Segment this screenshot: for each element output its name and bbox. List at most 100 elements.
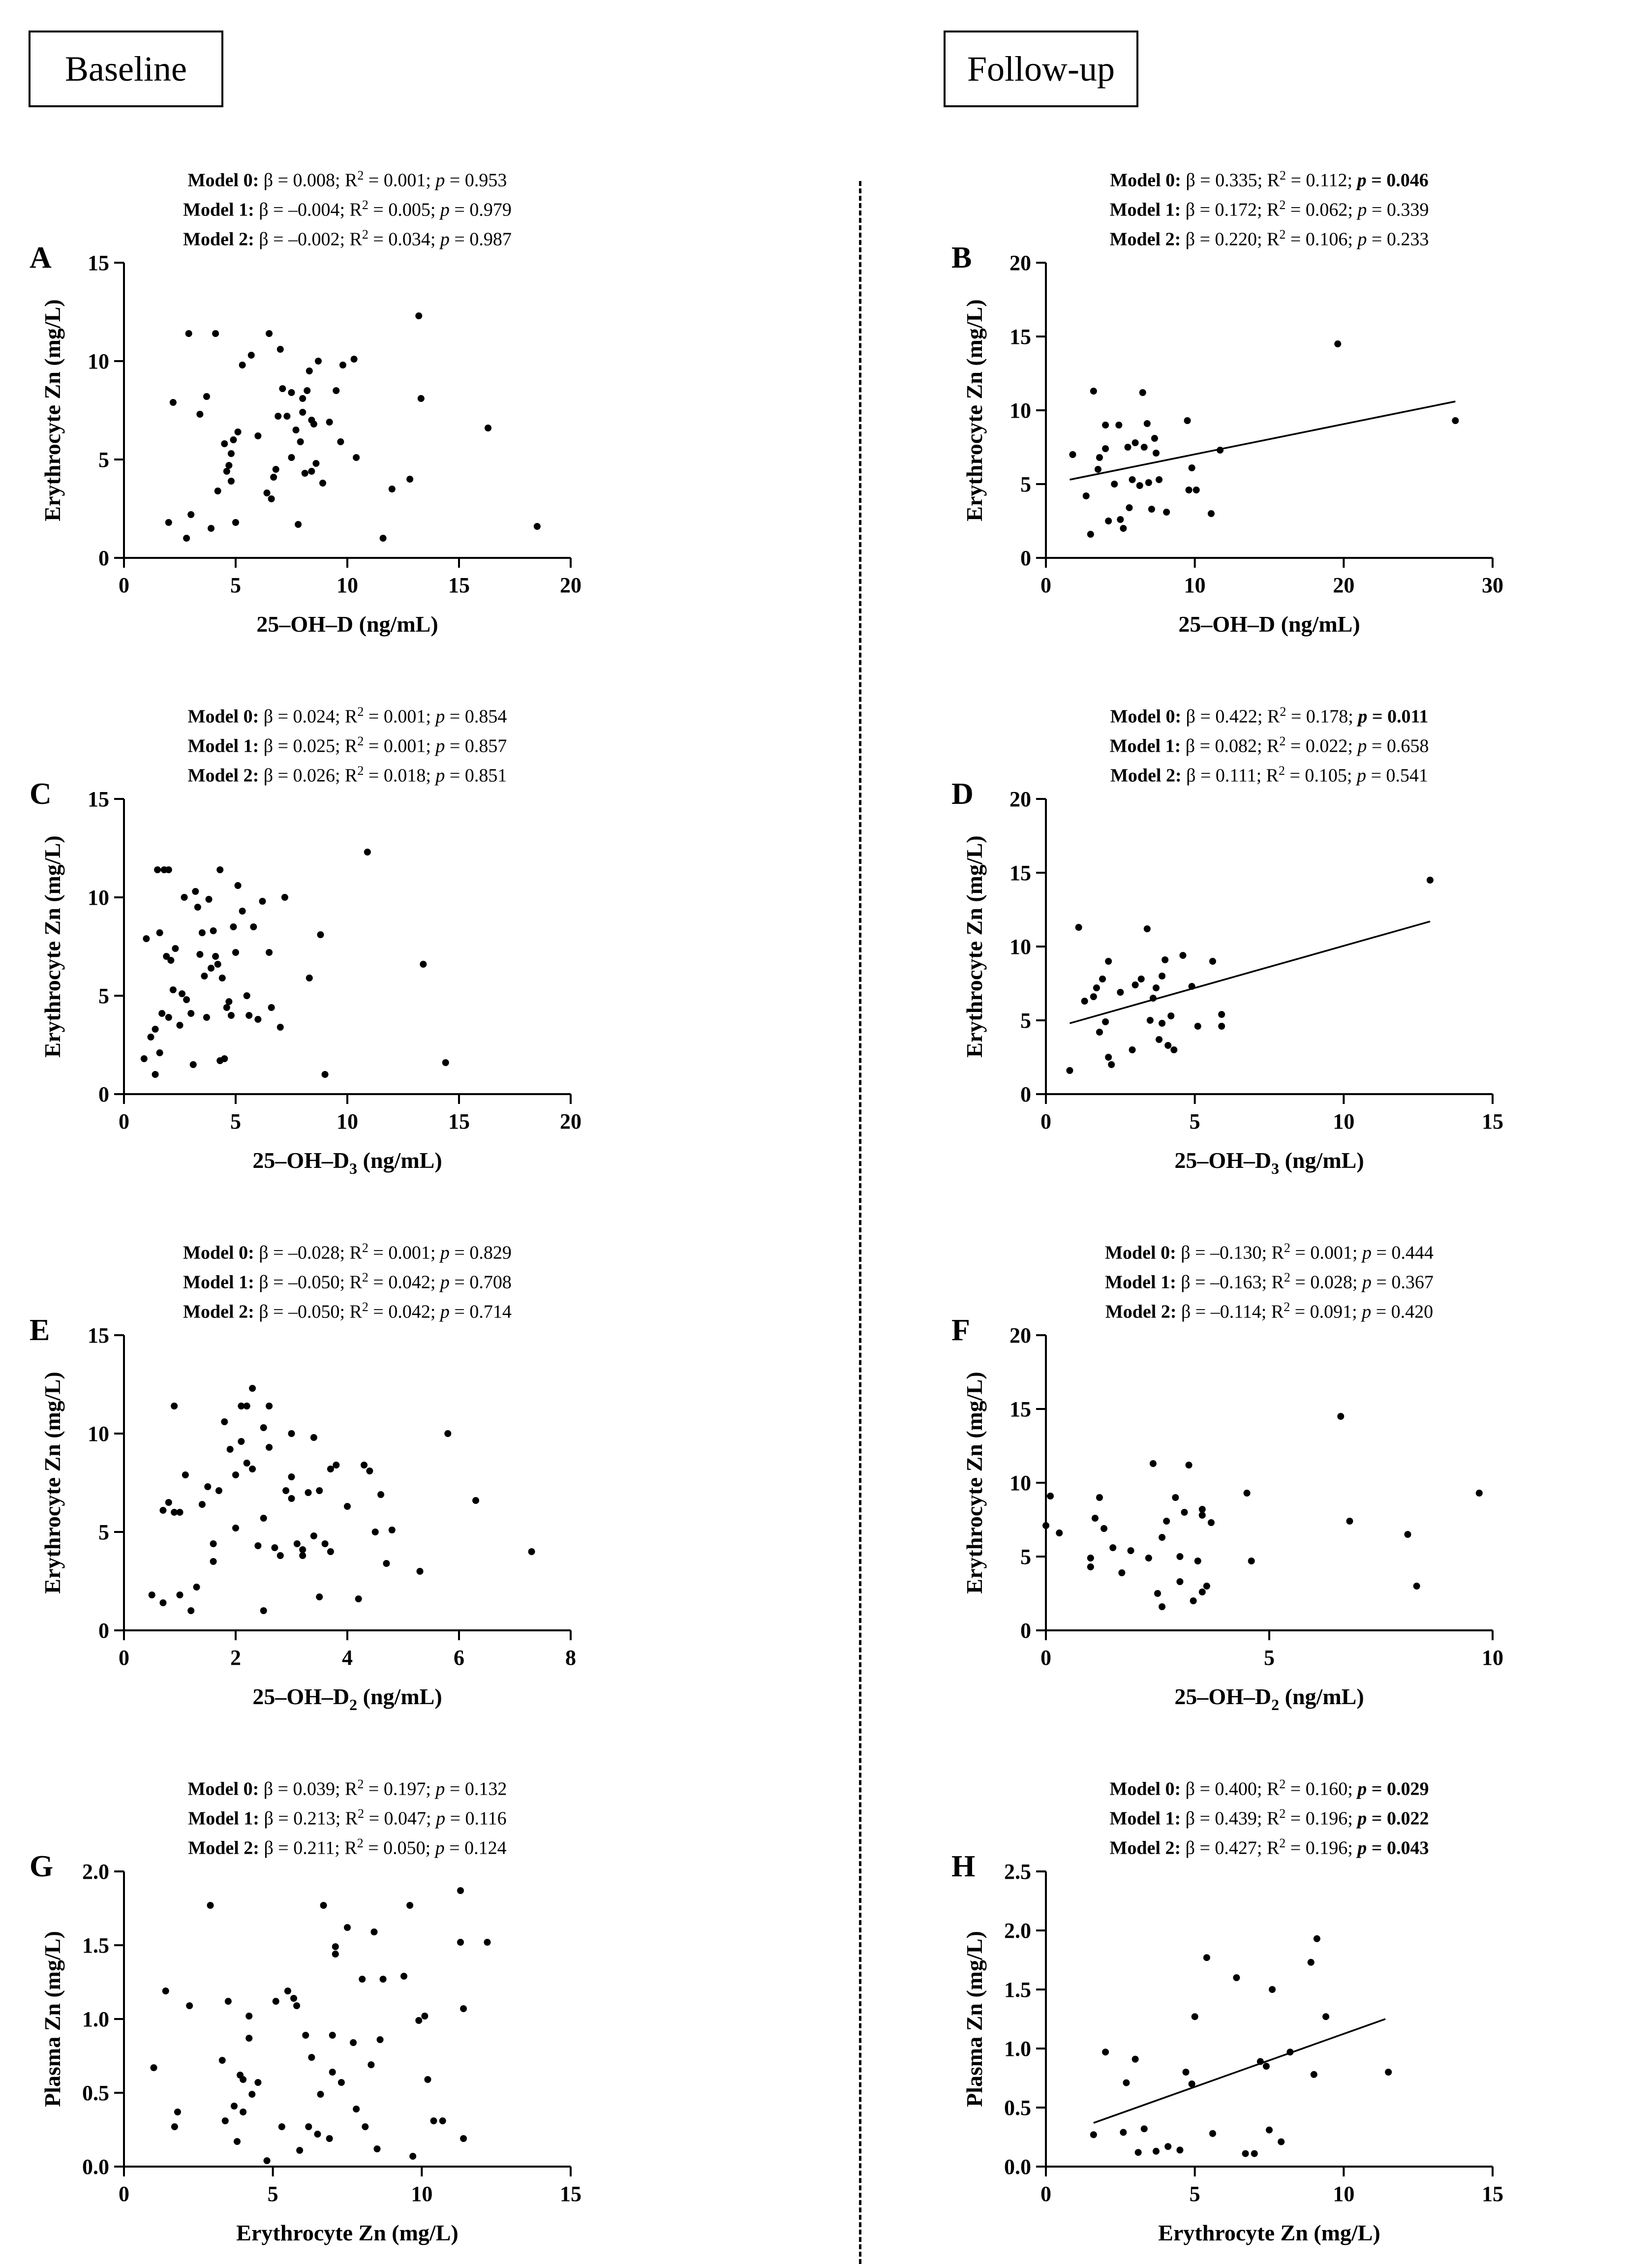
x-tick-label-E: 8 bbox=[565, 1646, 576, 1670]
data-point-G bbox=[174, 2109, 181, 2115]
data-point-F bbox=[1243, 1490, 1251, 1497]
data-point-H bbox=[1203, 1954, 1210, 1961]
y-tick-label-C: 5 bbox=[98, 984, 109, 1008]
data-point-G bbox=[320, 1902, 327, 1909]
data-point-F bbox=[1042, 1522, 1049, 1529]
data-point-G bbox=[400, 1973, 408, 1980]
data-point-E bbox=[371, 1529, 379, 1535]
data-point-D bbox=[1099, 976, 1106, 982]
data-point-C bbox=[276, 1024, 284, 1031]
data-point-C bbox=[245, 1012, 253, 1019]
data-point-G bbox=[329, 2032, 336, 2039]
data-point-C bbox=[194, 904, 201, 911]
data-point-G bbox=[409, 2153, 417, 2160]
data-point-E bbox=[210, 1540, 217, 1547]
y-tick-label-E: 10 bbox=[88, 1422, 109, 1446]
data-point-F bbox=[1176, 1553, 1184, 1560]
data-point-C bbox=[196, 951, 204, 958]
data-point-D bbox=[1090, 993, 1097, 1000]
data-point-C bbox=[165, 1014, 172, 1021]
data-point-G bbox=[240, 2076, 247, 2083]
y-tick-label-G: 0.5 bbox=[82, 2081, 109, 2105]
data-point-C bbox=[214, 961, 221, 968]
data-point-E bbox=[416, 1568, 424, 1575]
data-point-E bbox=[293, 1540, 301, 1547]
data-point-D bbox=[1188, 983, 1195, 990]
regression-line-H bbox=[1093, 2018, 1386, 2124]
data-point-D bbox=[1105, 1054, 1112, 1061]
data-point-E bbox=[361, 1462, 368, 1469]
data-point-E bbox=[159, 1507, 167, 1514]
panel-letter-C: C bbox=[30, 777, 52, 811]
data-point-E bbox=[528, 1548, 535, 1555]
x-tick-label-D: 0 bbox=[1040, 1109, 1051, 1133]
data-point-H bbox=[1251, 2150, 1258, 2157]
data-point-A bbox=[350, 356, 358, 363]
data-point-F bbox=[1248, 1558, 1255, 1564]
data-point-H bbox=[1120, 2129, 1127, 2136]
data-point-E bbox=[238, 1438, 245, 1445]
y-tick-label-G: 1.0 bbox=[82, 2007, 109, 2031]
x-tick-label-D: 15 bbox=[1482, 1109, 1503, 1133]
data-point-E bbox=[316, 1487, 323, 1494]
panel-B: Model 0: β = 0.335; R2 = 0.112; p = 0.04… bbox=[922, 153, 1522, 637]
data-point-A bbox=[230, 436, 237, 443]
data-point-H bbox=[1313, 1935, 1320, 1942]
data-point-E bbox=[238, 1403, 245, 1409]
data-point-C bbox=[306, 975, 313, 981]
data-point-D bbox=[1132, 981, 1139, 988]
data-point-A bbox=[306, 367, 313, 374]
data-point-A bbox=[312, 460, 320, 467]
model-line-B-1: Model 1: β = 0.172; R2 = 0.062; p = 0.33… bbox=[1109, 198, 1429, 220]
y-tick-label-H: 1.5 bbox=[1004, 1978, 1031, 2002]
data-point-G bbox=[305, 2123, 312, 2130]
y-tick-label-H: 2.0 bbox=[1004, 1919, 1031, 1943]
data-point-E bbox=[327, 1466, 334, 1472]
data-point-G bbox=[350, 2039, 357, 2046]
x-tick-label-C: 10 bbox=[337, 1109, 358, 1133]
x-axis-label-C: 25–OH–D3 (ng/mL) bbox=[252, 1148, 442, 1177]
regression-line-B bbox=[1070, 400, 1456, 481]
panel-G: Model 0: β = 0.039; R2 = 0.197; p = 0.13… bbox=[0, 1762, 600, 2245]
data-point-G bbox=[186, 2002, 193, 2009]
y-tick-label-D: 5 bbox=[1020, 1009, 1031, 1033]
y-axis-label-G: Plasma Zn (mg/L) bbox=[40, 1931, 65, 2107]
data-point-E bbox=[282, 1487, 290, 1494]
data-point-E bbox=[232, 1471, 239, 1478]
data-point-A bbox=[227, 450, 235, 457]
data-point-F bbox=[1176, 1578, 1184, 1585]
data-point-E bbox=[355, 1595, 362, 1602]
data-point-A bbox=[272, 466, 279, 473]
data-point-E bbox=[243, 1403, 250, 1409]
x-tick-label-C: 5 bbox=[230, 1109, 241, 1133]
model-line-B-0: Model 0: β = 0.335; R2 = 0.112; p = 0.04… bbox=[1110, 168, 1429, 191]
data-point-A bbox=[353, 454, 360, 461]
data-point-A bbox=[165, 519, 172, 526]
x-tick-label-G: 0 bbox=[119, 2182, 129, 2206]
data-point-F bbox=[1198, 1589, 1206, 1595]
data-point-E bbox=[344, 1503, 351, 1510]
data-point-D bbox=[1152, 984, 1160, 991]
data-point-A bbox=[263, 490, 271, 496]
data-point-A bbox=[308, 468, 315, 475]
x-tick-label-E: 4 bbox=[342, 1646, 353, 1670]
x-tick-label-A: 5 bbox=[230, 573, 241, 597]
data-point-E bbox=[176, 1509, 184, 1516]
data-point-C bbox=[156, 929, 163, 936]
data-point-G bbox=[367, 2061, 375, 2068]
data-point-F bbox=[1194, 1558, 1201, 1564]
data-point-H bbox=[1385, 2069, 1392, 2076]
data-point-B bbox=[1334, 340, 1342, 347]
data-point-A bbox=[270, 474, 277, 481]
x-tick-label-C: 20 bbox=[560, 1109, 581, 1133]
data-point-G bbox=[439, 2117, 446, 2124]
data-point-C bbox=[181, 894, 188, 901]
panel-letter-H: H bbox=[951, 1850, 975, 1883]
y-tick-label-D: 15 bbox=[1010, 861, 1031, 885]
y-tick-label-F: 0 bbox=[1020, 1619, 1031, 1643]
data-point-E bbox=[310, 1434, 317, 1441]
data-point-G bbox=[171, 2123, 178, 2130]
model-line-F-1: Model 1: β = –0.163; R2 = 0.028; p = 0.3… bbox=[1105, 1270, 1434, 1293]
data-point-F bbox=[1413, 1583, 1420, 1590]
data-point-D bbox=[1105, 958, 1112, 965]
